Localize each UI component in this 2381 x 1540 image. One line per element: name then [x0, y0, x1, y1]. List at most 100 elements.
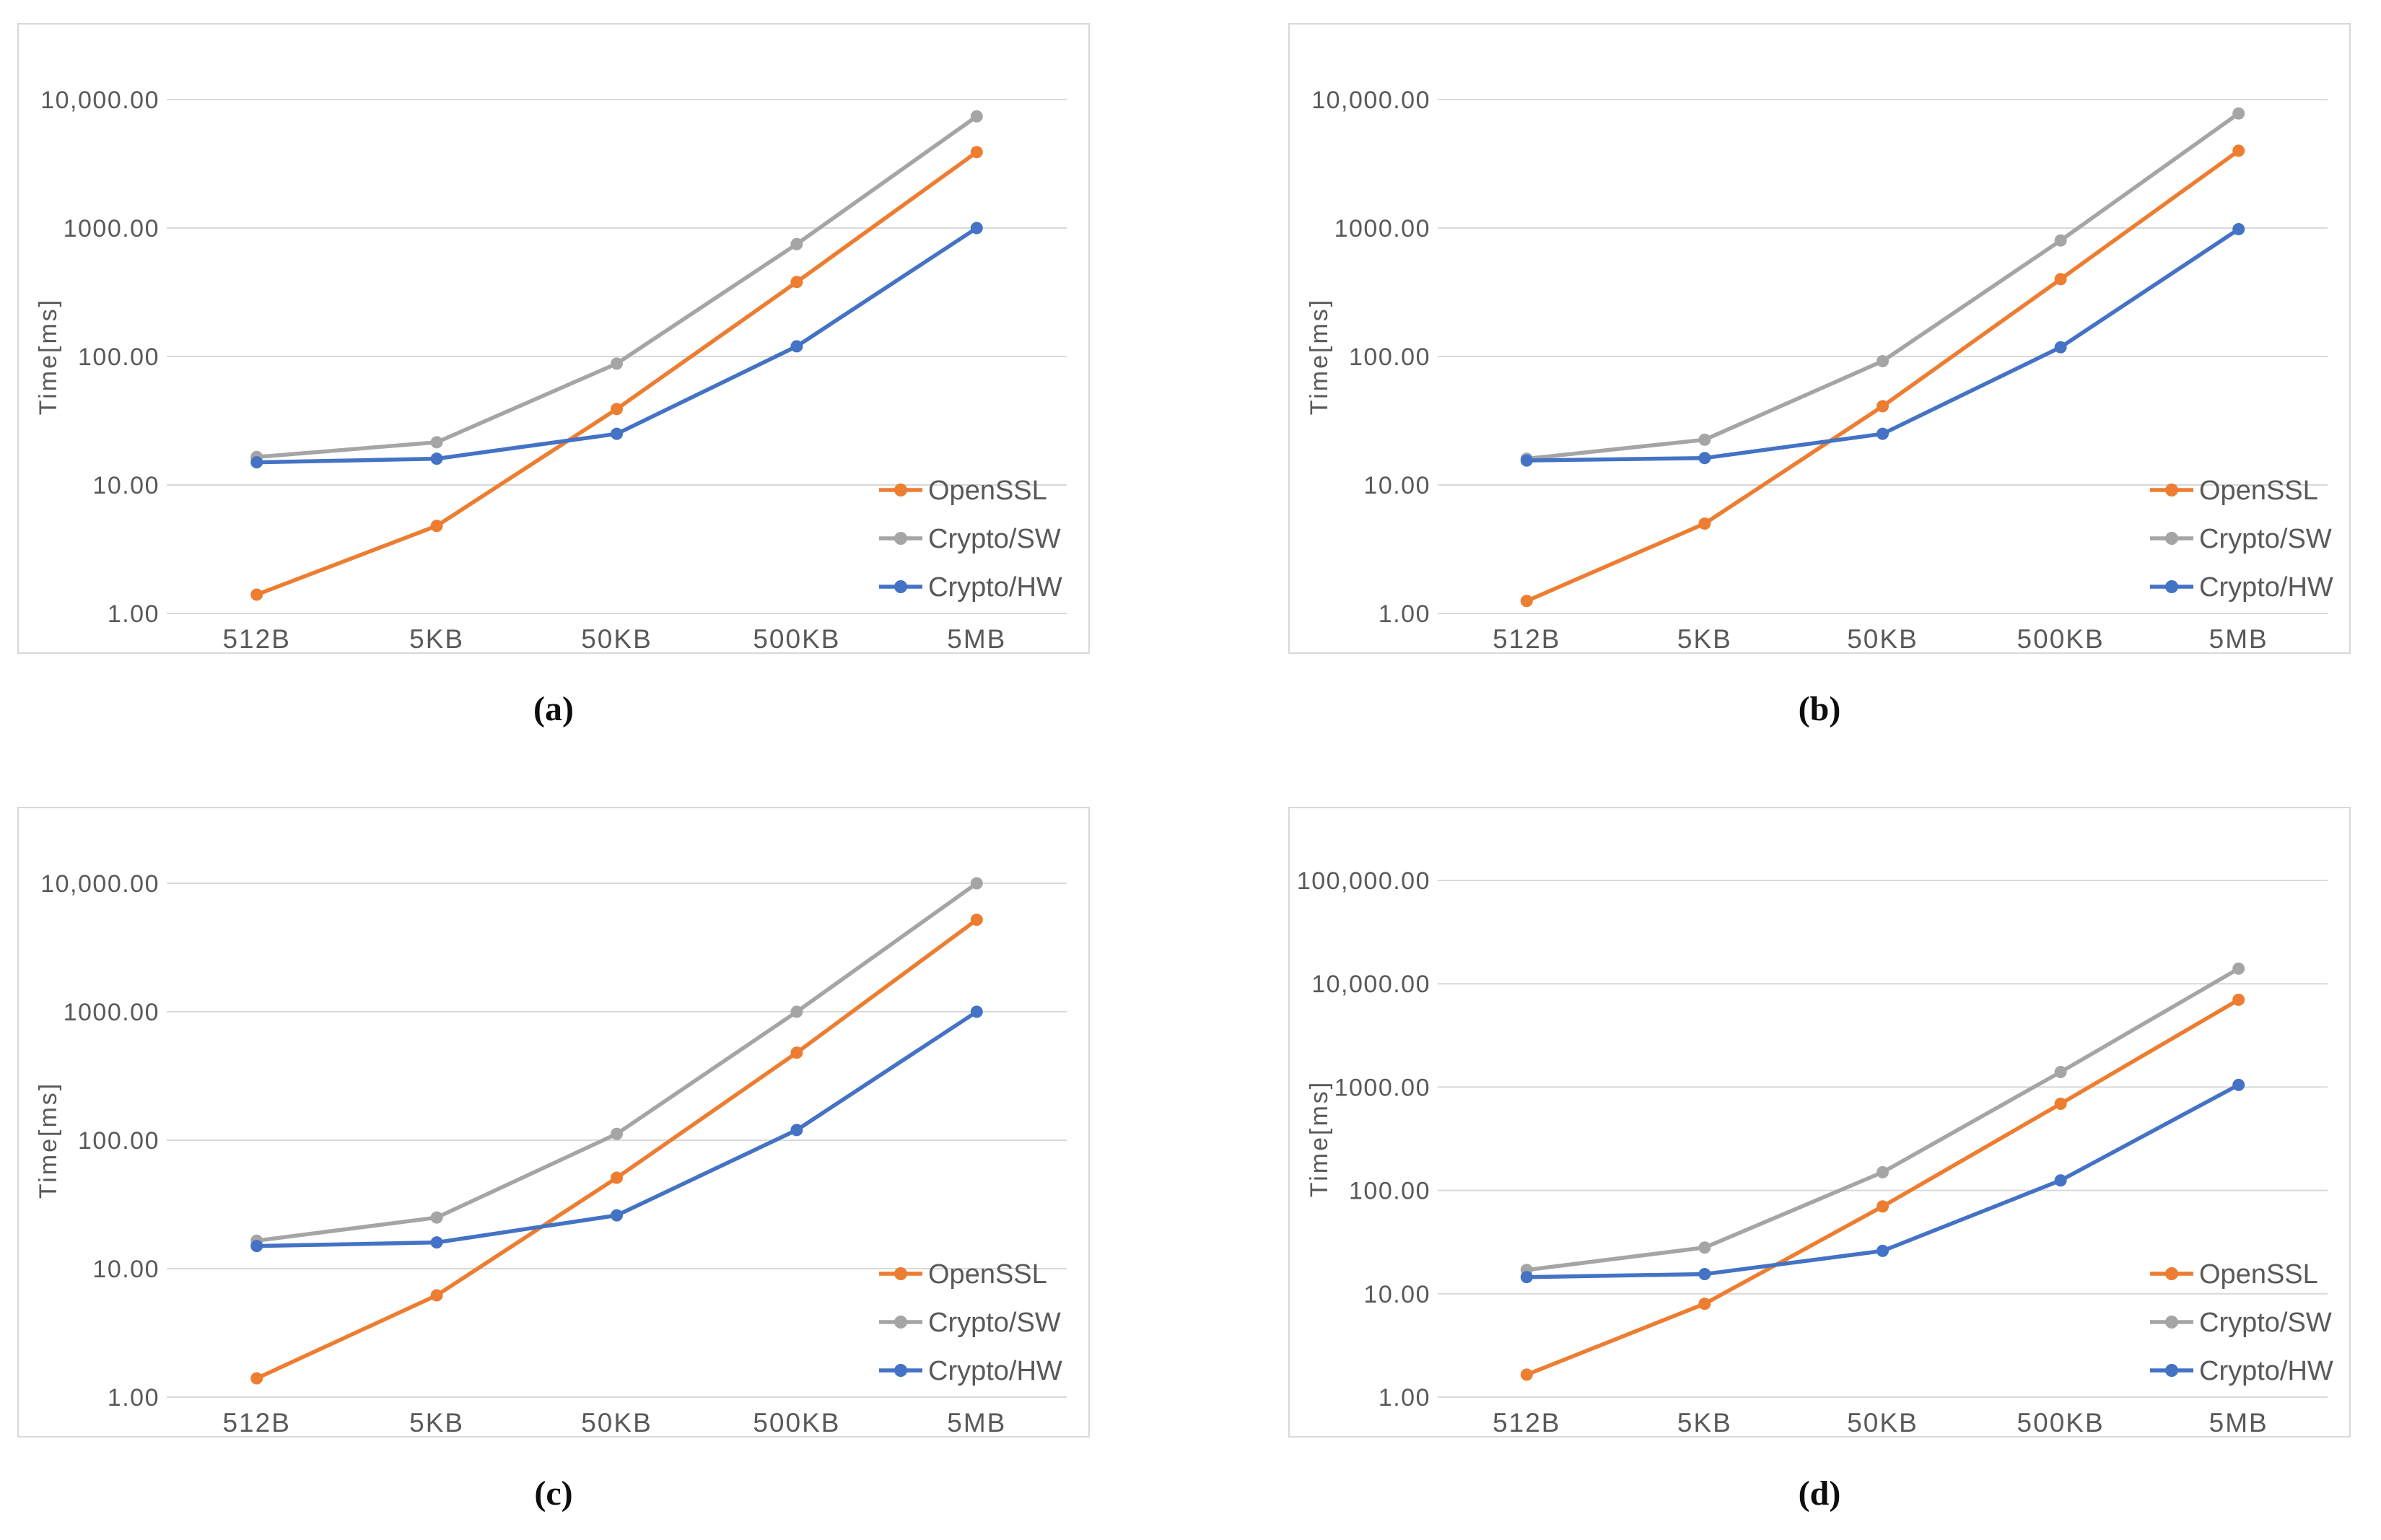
- legend-label: Crypto/HW: [2199, 572, 2333, 603]
- legend-marker-icon: [894, 1267, 907, 1280]
- data-point: [250, 1240, 263, 1253]
- series-line-crypto-hw: [254, 226, 979, 465]
- x-tick-label: 5KB: [1677, 624, 1732, 652]
- y-tick-label: 1000.00: [64, 215, 160, 242]
- series-line-crypto-hw: [1524, 227, 2241, 463]
- data-point: [2054, 341, 2067, 354]
- data-point: [430, 1236, 443, 1249]
- y-tick-label: 100,000.00: [1297, 867, 1430, 895]
- series-line-crypto-sw: [1524, 966, 2241, 1272]
- series-line-openssl: [254, 917, 979, 1381]
- data-point: [1877, 1200, 1889, 1213]
- data-point: [2232, 107, 2245, 120]
- x-tick-label: 512B: [222, 1408, 290, 1436]
- data-point: [970, 110, 983, 123]
- data-point: [790, 1005, 803, 1018]
- chart-svg-d: 100,000.00 10,000.00 1000.00 100.00 10.00 1.0…: [1297, 867, 2333, 1436]
- data-point: [430, 1211, 443, 1224]
- x-tick-label: 512B: [222, 624, 290, 652]
- x-tick-label: 500KB: [2017, 624, 2105, 652]
- y-axis-title: Time[ms]: [1306, 298, 1333, 416]
- x-tick-label: 5KB: [409, 1408, 464, 1436]
- data-point: [1698, 1268, 1711, 1281]
- data-point: [611, 427, 623, 440]
- data-point: [1520, 1271, 1533, 1284]
- y-axis-title: Time[ms]: [35, 298, 62, 416]
- data-point: [970, 877, 983, 890]
- series-line-crypto-sw: [254, 881, 979, 1243]
- data-point: [1877, 1165, 1889, 1178]
- y-tick-label: 100.00: [78, 1127, 160, 1155]
- y-tick-label: 100.00: [1349, 1178, 1430, 1205]
- data-point: [1877, 354, 1889, 367]
- data-point: [430, 452, 443, 465]
- caption-d: (d): [1798, 1474, 1841, 1513]
- data-point: [2232, 223, 2245, 236]
- x-tick-label: 50KB: [581, 624, 652, 652]
- y-tick-label: 10.00: [92, 472, 160, 499]
- y-tick-label: 10,000.00: [40, 87, 160, 114]
- data-point: [2054, 1097, 2067, 1110]
- data-point: [790, 1124, 803, 1137]
- legend-marker-icon: [894, 1316, 907, 1329]
- data-point: [2232, 1078, 2245, 1091]
- y-tick-label: 1.00: [1379, 1384, 1430, 1412]
- y-tick-label: 10,000.00: [40, 870, 160, 898]
- x-tick-label: 50KB: [1847, 1408, 1918, 1436]
- data-point: [790, 237, 803, 250]
- legend-marker-icon: [894, 484, 907, 496]
- data-point: [970, 1005, 983, 1018]
- data-point: [970, 146, 983, 159]
- y-tick-label: 1.00: [108, 600, 160, 628]
- series-line-openssl: [1524, 997, 2241, 1377]
- data-point: [250, 588, 263, 601]
- chart-svg-b: 10,000.00 1000.00 100.00 10.00 1.00 512B 5KB 50…: [1306, 87, 2333, 652]
- legend-marker-icon: [2165, 580, 2178, 593]
- legend-marker-icon: [2165, 532, 2178, 545]
- x-tick-label: 500KB: [753, 1408, 840, 1436]
- legend-label: Crypto/SW: [2199, 1308, 2332, 1338]
- x-tick-label: 500KB: [2017, 1408, 2105, 1436]
- y-tick-label: 1000.00: [64, 999, 160, 1026]
- series-line-openssl: [1524, 149, 2241, 603]
- data-point: [1698, 1241, 1711, 1254]
- chart-panel-c: 10,000.00 1000.00 100.00 10.00 1.00 512B 5KB 50…: [17, 807, 1090, 1438]
- x-tick-label: 5MB: [947, 624, 1006, 652]
- legend-label: OpenSSL: [2199, 476, 2318, 506]
- y-tick-label: 1000.00: [1334, 215, 1430, 242]
- y-tick-label: 100.00: [78, 344, 160, 371]
- y-tick-label: 1000.00: [1334, 1074, 1430, 1101]
- y-tick-label: 10.00: [92, 1256, 160, 1283]
- data-point: [1698, 517, 1711, 530]
- data-point: [2232, 144, 2245, 157]
- legend-marker-icon: [2165, 484, 2178, 496]
- data-point: [1877, 1244, 1889, 1257]
- data-point: [1698, 433, 1711, 446]
- y-tick-label: 10.00: [1363, 472, 1430, 499]
- data-point: [611, 403, 623, 416]
- caption-c: (c): [534, 1474, 573, 1513]
- chart-panel-d: 100,000.00 10,000.00 1000.00 100.00 10.00 1.0…: [1288, 807, 2351, 1438]
- data-point: [611, 357, 623, 370]
- x-tick-label: 512B: [1493, 1408, 1560, 1436]
- y-tick-label: 10,000.00: [1311, 87, 1430, 114]
- data-point: [2232, 993, 2245, 1006]
- y-axis-title: Time[ms]: [1306, 1080, 1333, 1198]
- data-point: [2054, 1174, 2067, 1187]
- legend-label: Crypto/SW: [928, 1308, 1061, 1338]
- legend-marker-icon: [894, 580, 907, 593]
- caption-b: (b): [1798, 690, 1841, 728]
- legend-label: OpenSSL: [928, 476, 1047, 506]
- x-tick-label: 5MB: [947, 1408, 1006, 1436]
- data-point: [611, 1209, 623, 1222]
- data-point: [2054, 1065, 2067, 1078]
- legend-label: Crypto/HW: [928, 572, 1062, 603]
- legend-label: Crypto/SW: [2199, 524, 2332, 554]
- data-point: [1520, 1368, 1533, 1381]
- legend-label: Crypto/SW: [928, 524, 1061, 554]
- data-point: [2232, 962, 2245, 975]
- x-tick-label: 500KB: [753, 624, 840, 652]
- data-point: [2054, 273, 2067, 286]
- chart-panel-a: 10,000.00 1000.00 100.00 10.00 1.00 512B 5KB 50…: [17, 23, 1090, 654]
- legend-marker-icon: [894, 532, 907, 545]
